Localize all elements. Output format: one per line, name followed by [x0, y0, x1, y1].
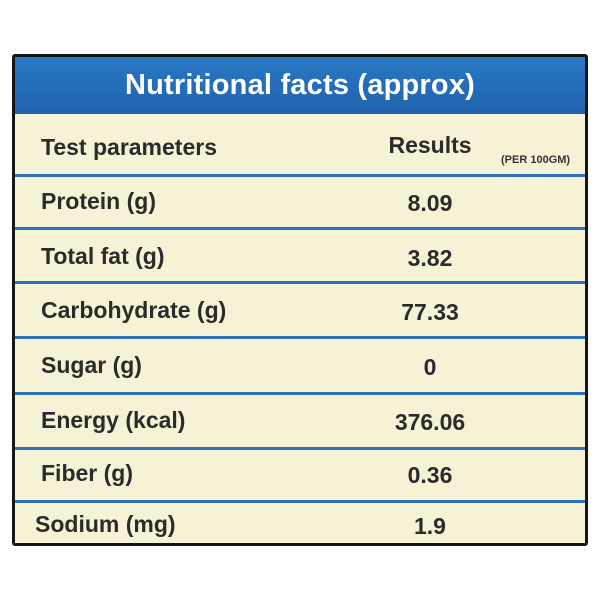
parameter-cell: Carbohydrate (g) [41, 297, 227, 323]
row-separator [15, 392, 585, 395]
table-row: Energy (kcal) 376.06 [15, 395, 585, 447]
panel-title: Nutritional facts (approx) [15, 57, 585, 114]
row-separator [15, 500, 585, 503]
result-cell: 1.9 [414, 513, 446, 539]
table-row: Sodium (mg) 1.9 [15, 503, 585, 543]
parameter-cell: Sugar (g) [41, 352, 142, 378]
result-cell: 376.06 [394, 409, 466, 435]
row-separator [15, 336, 585, 339]
row-separator [15, 447, 585, 450]
nutrition-facts-panel: Nutritional facts (approx) Test paramete… [12, 54, 588, 546]
result-cell: 8.09 [407, 190, 453, 216]
table-row: Fiber (g) 0.36 [15, 450, 585, 500]
results-column-header: Results [388, 132, 472, 158]
row-separator [15, 227, 585, 230]
table-row: Carbohydrate (g) 77.33 [15, 284, 585, 336]
result-cell: 77.33 [401, 299, 459, 325]
parameter-cell: Energy (kcal) [41, 407, 186, 433]
result-cell: 0 [423, 354, 437, 380]
parameter-cell: Sodium (mg) [35, 511, 176, 537]
table-row: Total fat (g) 3.82 [15, 230, 585, 281]
result-cell: 3.82 [407, 245, 453, 271]
parameter-cell: Fiber (g) [41, 460, 133, 486]
row-separator [15, 281, 585, 284]
unit-note: (PER 100GM) [501, 154, 571, 166]
table-header: Test parameters Results (PER 100GM) [15, 114, 585, 175]
parameter-column-header: Test parameters [41, 134, 217, 160]
table-row: Sugar (g) 0 [15, 339, 585, 392]
parameter-cell: Total fat (g) [41, 243, 165, 269]
parameter-cell: Protein (g) [41, 188, 156, 214]
row-separator [15, 174, 585, 177]
result-cell: 0.36 [407, 462, 453, 488]
table-row: Protein (g) 8.09 [15, 177, 585, 227]
